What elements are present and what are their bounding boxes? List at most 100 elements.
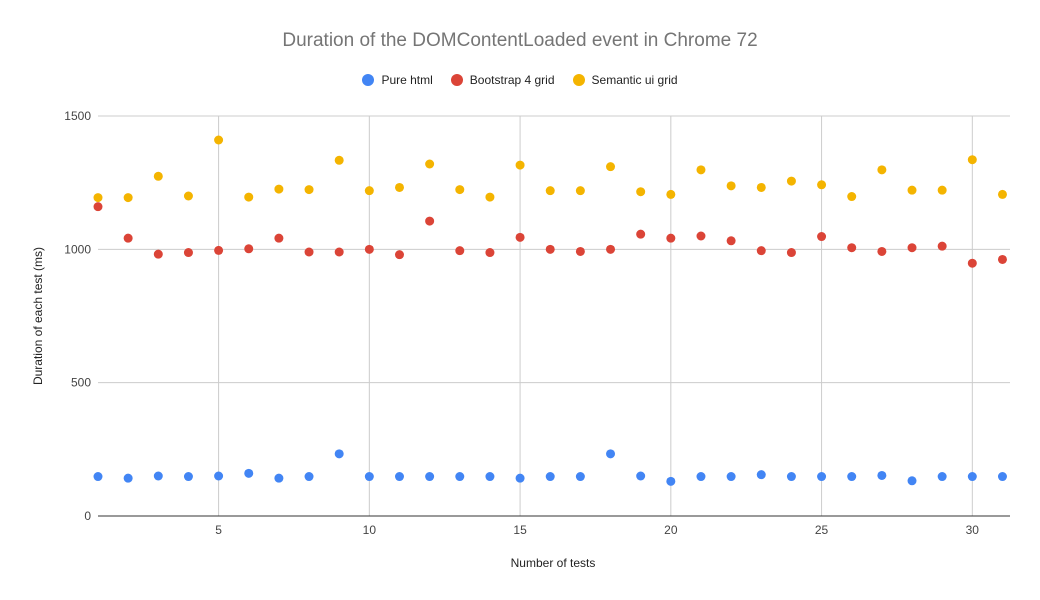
point-semantic bbox=[575, 186, 585, 196]
point-bootstrap bbox=[214, 245, 224, 255]
point-semantic bbox=[214, 135, 224, 145]
point-bootstrap bbox=[967, 258, 977, 268]
point-pure-html bbox=[515, 473, 525, 483]
x-tick-label: 25 bbox=[815, 523, 829, 537]
point-semantic bbox=[304, 185, 314, 195]
x-tick-label: 10 bbox=[363, 523, 377, 537]
x-axis-label: Number of tests bbox=[510, 556, 596, 570]
point-bootstrap bbox=[153, 249, 163, 259]
point-pure-html bbox=[214, 471, 224, 481]
point-pure-html bbox=[937, 472, 947, 482]
point-bootstrap bbox=[545, 244, 555, 254]
point-pure-html bbox=[425, 472, 435, 482]
legend-label-semantic: Semantic ui grid bbox=[591, 73, 678, 87]
point-pure-html bbox=[997, 472, 1007, 482]
point-pure-html bbox=[123, 473, 133, 483]
point-bootstrap bbox=[636, 229, 646, 239]
legend: Pure html Bootstrap 4 grid Semantic ui g… bbox=[0, 73, 1040, 87]
point-pure-html bbox=[726, 472, 736, 482]
x-tick-label: 30 bbox=[966, 523, 980, 537]
point-semantic bbox=[334, 155, 344, 165]
point-bootstrap bbox=[364, 244, 374, 254]
point-bootstrap bbox=[304, 247, 314, 257]
point-pure-html bbox=[153, 471, 163, 481]
point-bootstrap bbox=[123, 233, 133, 243]
point-semantic bbox=[877, 165, 887, 175]
point-pure-html bbox=[666, 476, 676, 486]
point-bootstrap bbox=[334, 247, 344, 257]
point-semantic bbox=[123, 193, 133, 203]
point-bootstrap bbox=[515, 232, 525, 242]
point-pure-html bbox=[817, 472, 827, 482]
point-semantic bbox=[937, 185, 947, 195]
point-pure-html bbox=[244, 468, 254, 478]
point-pure-html bbox=[636, 471, 646, 481]
y-axis-label: Duration of each test (ms) bbox=[31, 246, 45, 386]
point-semantic bbox=[183, 191, 193, 201]
point-semantic bbox=[244, 192, 254, 202]
point-semantic bbox=[907, 185, 917, 195]
x-tick-label: 20 bbox=[664, 523, 678, 537]
point-bootstrap bbox=[696, 231, 706, 241]
point-semantic bbox=[696, 165, 706, 175]
point-semantic bbox=[364, 186, 374, 196]
point-semantic bbox=[967, 155, 977, 165]
point-semantic bbox=[726, 181, 736, 191]
point-pure-html bbox=[786, 472, 796, 482]
point-bootstrap bbox=[786, 248, 796, 258]
y-tick-label: 1000 bbox=[64, 242, 91, 256]
point-bootstrap bbox=[244, 244, 254, 254]
point-bootstrap bbox=[817, 232, 827, 242]
point-bootstrap bbox=[93, 202, 103, 212]
point-bootstrap bbox=[575, 246, 585, 256]
point-pure-html bbox=[545, 472, 555, 482]
point-pure-html bbox=[93, 472, 103, 482]
point-semantic bbox=[666, 189, 676, 199]
point-pure-html bbox=[334, 449, 344, 459]
point-bootstrap bbox=[485, 248, 495, 258]
point-pure-html bbox=[877, 470, 887, 480]
point-semantic bbox=[394, 182, 404, 192]
point-pure-html bbox=[847, 472, 857, 482]
point-pure-html bbox=[274, 473, 284, 483]
point-pure-html bbox=[485, 472, 495, 482]
point-bootstrap bbox=[877, 246, 887, 256]
point-semantic bbox=[153, 171, 163, 181]
point-bootstrap bbox=[394, 250, 404, 260]
point-semantic bbox=[636, 187, 646, 197]
point-bootstrap bbox=[455, 246, 465, 256]
legend-swatch-bootstrap bbox=[450, 74, 463, 86]
point-bootstrap bbox=[425, 216, 435, 226]
point-pure-html bbox=[907, 476, 917, 486]
x-tick-label: 15 bbox=[513, 523, 527, 537]
point-semantic bbox=[817, 180, 827, 190]
chart-title: Duration of the DOMContentLoaded event i… bbox=[282, 30, 758, 51]
point-bootstrap bbox=[847, 243, 857, 253]
point-semantic bbox=[425, 159, 435, 169]
point-pure-html bbox=[394, 472, 404, 482]
point-semantic bbox=[756, 182, 766, 192]
legend-swatch-semantic bbox=[572, 74, 585, 86]
point-semantic bbox=[93, 193, 103, 203]
point-semantic bbox=[455, 185, 465, 195]
legend-item-bootstrap: Bootstrap 4 grid bbox=[450, 73, 555, 87]
point-pure-html bbox=[183, 472, 193, 482]
y-tick-label: 1500 bbox=[64, 109, 91, 123]
point-bootstrap bbox=[666, 233, 676, 243]
point-bootstrap bbox=[997, 254, 1007, 264]
legend-label-bootstrap: Bootstrap 4 grid bbox=[469, 73, 555, 87]
point-bootstrap bbox=[606, 244, 616, 254]
point-bootstrap bbox=[274, 233, 284, 243]
point-semantic bbox=[274, 184, 284, 194]
point-semantic bbox=[485, 192, 495, 202]
point-pure-html bbox=[967, 472, 977, 482]
point-bootstrap bbox=[937, 241, 947, 251]
legend-label-pure-html: Pure html bbox=[381, 73, 433, 87]
point-semantic bbox=[606, 162, 616, 172]
point-pure-html bbox=[455, 472, 465, 482]
legend-item-pure-html: Pure html bbox=[362, 73, 433, 87]
point-semantic bbox=[515, 160, 525, 170]
point-pure-html bbox=[756, 470, 766, 480]
point-semantic bbox=[847, 192, 857, 202]
